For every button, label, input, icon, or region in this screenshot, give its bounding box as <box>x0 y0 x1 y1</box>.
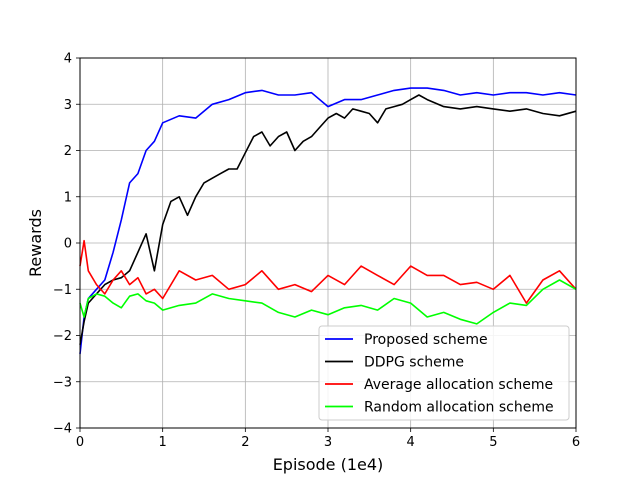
y-tick-label: 0 <box>64 237 72 252</box>
x-tick-label: 5 <box>489 435 497 450</box>
y-axis-label: Rewards <box>26 209 45 277</box>
series-line-ddpg-scheme <box>79 94 577 345</box>
x-tick-label: 4 <box>407 435 415 450</box>
legend-box <box>318 325 570 421</box>
y-tick-label: −4 <box>53 422 72 437</box>
series-line-proposed-scheme <box>79 87 577 355</box>
x-tick-label: 3 <box>324 435 332 450</box>
y-tick-label: −2 <box>53 329 72 344</box>
x-tick-label: 0 <box>76 435 84 450</box>
y-tick-label: −1 <box>53 283 72 298</box>
x-tick-label: 2 <box>241 435 249 450</box>
legend-entry-label: Proposed scheme <box>364 332 488 348</box>
y-axis: 4 3 2 1 0 −1 −2 −3 −4 <box>53 52 80 437</box>
x-axis-label: Episode (1e4) <box>273 455 384 474</box>
series-line-random-allocation-scheme <box>79 279 577 325</box>
series-line-average-allocation-scheme <box>79 239 577 304</box>
y-tick-label: 1 <box>64 190 72 205</box>
series-layer <box>79 87 577 355</box>
x-tick-label: 6 <box>572 435 580 450</box>
legend-entry-label: Average allocation scheme <box>364 377 553 393</box>
legend-entry-label: DDPG scheme <box>364 355 464 371</box>
legend-entry-label: Random allocation scheme <box>364 400 554 416</box>
x-axis: 0 1 2 3 4 5 6 <box>76 428 580 450</box>
y-tick-label: 4 <box>64 52 72 67</box>
legend: Proposed scheme DDPG scheme Average alloca… <box>318 325 570 421</box>
y-tick-label: 2 <box>64 144 72 159</box>
y-tick-label: 3 <box>64 98 72 113</box>
x-tick-label: 1 <box>159 435 167 450</box>
y-tick-label: −3 <box>53 375 72 390</box>
